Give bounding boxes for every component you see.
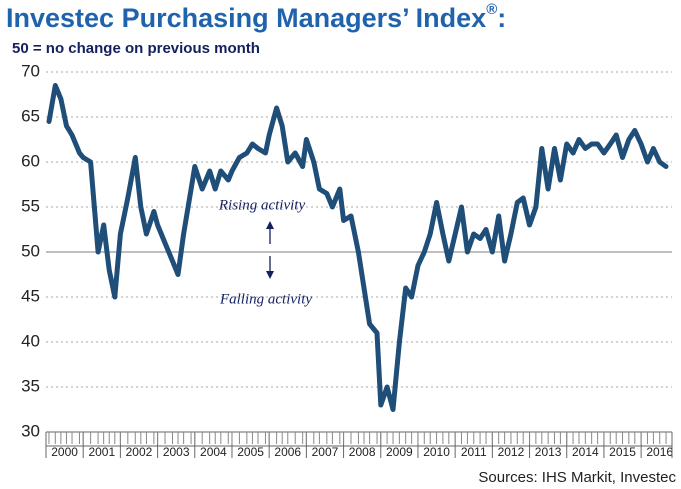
- title-suffix: :: [497, 3, 506, 33]
- title-symbol: ®: [486, 1, 497, 18]
- x-tick-label: 2009: [386, 445, 413, 459]
- x-tick-label: 2002: [126, 445, 153, 459]
- arrow-head: [266, 271, 274, 279]
- x-tick-label: 2014: [572, 445, 599, 459]
- x-tick-label: 2007: [312, 445, 339, 459]
- y-tick-label: 45: [21, 286, 40, 305]
- x-tick-label: 2013: [535, 445, 562, 459]
- title-main: Investec Purchasing Managers’ Index: [6, 3, 486, 33]
- x-tick-label: 2003: [163, 445, 190, 459]
- x-tick-label: 2011: [461, 445, 487, 459]
- x-tick-label: 2005: [237, 445, 264, 459]
- arrow-head: [266, 221, 274, 229]
- chart-title: Investec Purchasing Managers’ Index®:: [6, 1, 506, 33]
- x-tick-label: 2010: [423, 445, 450, 459]
- x-tick-label: 2004: [200, 445, 227, 459]
- x-tick-label: 2001: [88, 445, 115, 459]
- y-tick-label: 55: [21, 196, 40, 215]
- y-tick-label: 35: [21, 376, 40, 395]
- y-tick-label: 30: [21, 421, 40, 440]
- x-tick-label: 2000: [51, 445, 78, 459]
- y-tick-label: 70: [21, 61, 40, 80]
- x-tick-label: 2015: [609, 445, 636, 459]
- x-tick-label: 2008: [349, 445, 376, 459]
- annotation: Rising activity: [218, 197, 306, 213]
- x-tick-label: 2012: [498, 445, 525, 459]
- grid: [46, 71, 672, 388]
- source: Sources: IHS Markit, Investec: [478, 469, 676, 486]
- y-tick-label: 65: [21, 106, 40, 125]
- axes: 30 35 40 45 50 55 60 65 70 2000 2001 2002 2003 2004 20…: [21, 61, 673, 459]
- x-tick-label: 2006: [274, 445, 301, 459]
- data-line: [46, 83, 669, 412]
- annotation: Falling activity: [219, 291, 312, 307]
- y-tick-label: 60: [21, 151, 40, 170]
- y-tick-label: 50: [21, 241, 40, 260]
- x-tick-label: 2016: [646, 445, 673, 459]
- y-tick-label: 40: [21, 331, 40, 350]
- subtitle: 50 = no change on previous month: [12, 40, 260, 57]
